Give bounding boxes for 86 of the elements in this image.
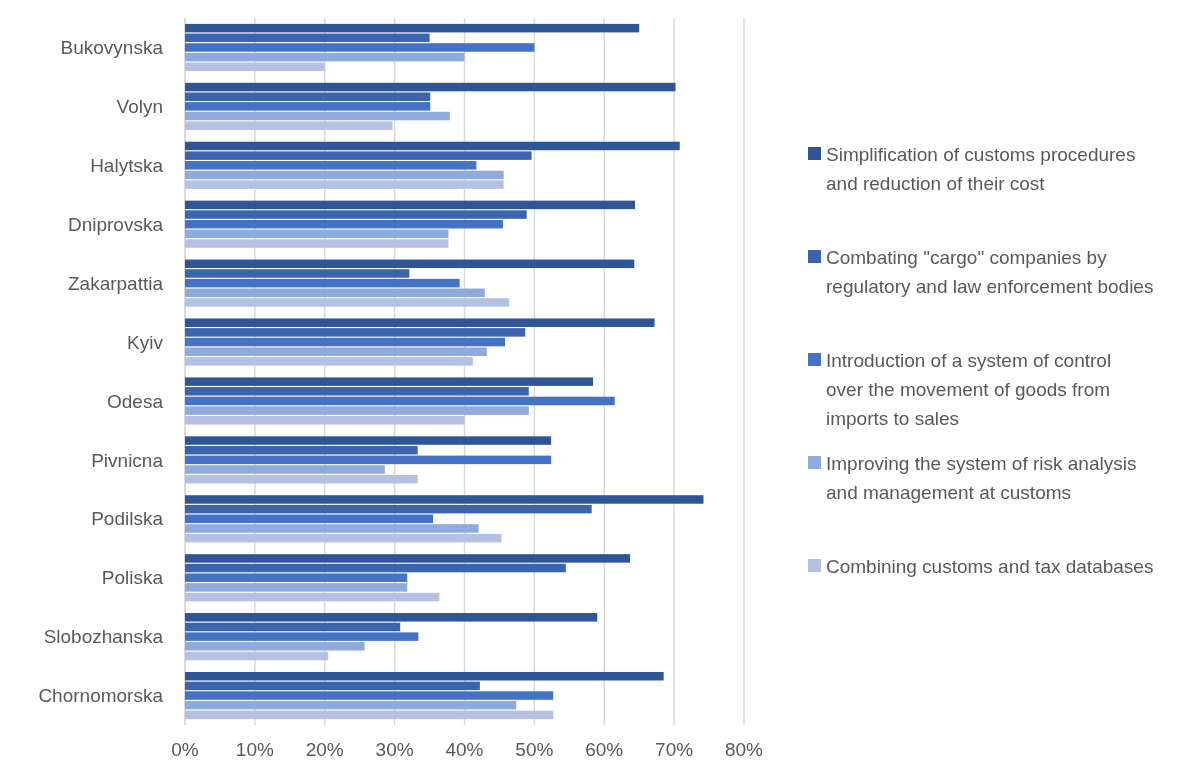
y-tick-label: Bukovynska	[60, 37, 164, 59]
bar	[185, 632, 419, 641]
bar	[185, 328, 526, 337]
bar	[185, 533, 502, 543]
bar	[185, 691, 554, 700]
bar	[185, 357, 473, 366]
bar	[185, 514, 434, 524]
bar	[185, 121, 393, 130]
y-tick-label: Podilska	[91, 508, 164, 530]
bar	[185, 141, 680, 151]
bar	[185, 465, 385, 474]
bar	[185, 278, 460, 288]
y-tick-label: Chornomorska	[38, 685, 164, 707]
bar	[185, 504, 592, 514]
bar	[185, 583, 408, 592]
legend-label: Introduction of a system of control over the movement of goods from imports to sales	[826, 349, 1112, 429]
x-tick-label: 40%	[445, 739, 484, 760]
bar	[185, 43, 535, 52]
bar	[185, 33, 430, 43]
x-tick-label: 70%	[655, 739, 694, 760]
legend-label: Combining customs and tax databases	[826, 555, 1154, 577]
bar	[185, 210, 527, 219]
x-tick-label: 50%	[515, 739, 554, 760]
legend-label: Simplification of customs procedures and reduction of their cost	[826, 143, 1136, 194]
y-tick-label: Odesa	[107, 390, 164, 412]
bar	[185, 681, 480, 691]
bar	[185, 111, 450, 121]
bar	[185, 613, 598, 622]
bar	[185, 229, 449, 239]
bar	[185, 102, 431, 111]
bar	[185, 573, 408, 582]
bar	[185, 416, 465, 425]
y-tick-label: Slobozhanska	[43, 626, 164, 648]
bar	[185, 377, 594, 386]
bar	[185, 180, 504, 189]
bar	[185, 700, 517, 710]
bar	[185, 318, 655, 327]
bar	[185, 436, 552, 445]
y-tick-label: Pivnicna	[91, 449, 164, 471]
x-tick-label: 30%	[375, 739, 414, 760]
x-tick-label: 80%	[724, 739, 764, 760]
bar	[185, 622, 401, 632]
y-tick-label: Volyn	[116, 96, 163, 118]
bar	[185, 710, 554, 720]
y-tick-label: Halytska	[90, 154, 164, 176]
bar	[185, 52, 465, 62]
bar	[185, 219, 503, 229]
bar	[185, 563, 566, 573]
y-tick-label: Kyiv	[127, 331, 164, 353]
bar	[185, 170, 504, 180]
y-tick-label: Dniprovska	[67, 213, 164, 235]
x-tick-label: 0%	[171, 739, 199, 760]
bar	[185, 396, 615, 406]
bar	[185, 200, 635, 210]
bar	[185, 445, 418, 455]
bar	[185, 23, 640, 33]
bar	[185, 269, 410, 278]
y-tick-label: Poliska	[101, 567, 164, 589]
bar	[185, 495, 704, 504]
x-tick-label: 60%	[585, 739, 624, 760]
bar	[185, 82, 676, 92]
x-tick-label: 10%	[235, 739, 274, 760]
bar	[185, 239, 449, 248]
bar	[185, 92, 431, 101]
bar	[185, 62, 325, 72]
bar	[185, 259, 635, 269]
bar	[185, 298, 510, 307]
y-tick-label: Zakarpattia	[67, 272, 164, 294]
bar	[185, 642, 365, 651]
bar	[185, 474, 418, 484]
bar	[185, 406, 529, 415]
bar	[185, 651, 329, 661]
bar	[185, 455, 552, 465]
legend-label: Combating "cargo" companies by regulatory and law enforcement bodies	[826, 246, 1154, 297]
legend-label: Improving the system of risk analysis and management at customs	[826, 452, 1137, 503]
bar	[185, 592, 440, 602]
x-tick-label: 20%	[305, 739, 344, 760]
bar	[185, 337, 506, 347]
bar	[185, 387, 529, 396]
bar	[185, 554, 631, 563]
bar	[185, 151, 532, 160]
bar	[185, 524, 479, 533]
bar	[185, 288, 485, 298]
bar	[185, 347, 487, 356]
bar	[185, 161, 477, 170]
bar	[185, 671, 664, 681]
